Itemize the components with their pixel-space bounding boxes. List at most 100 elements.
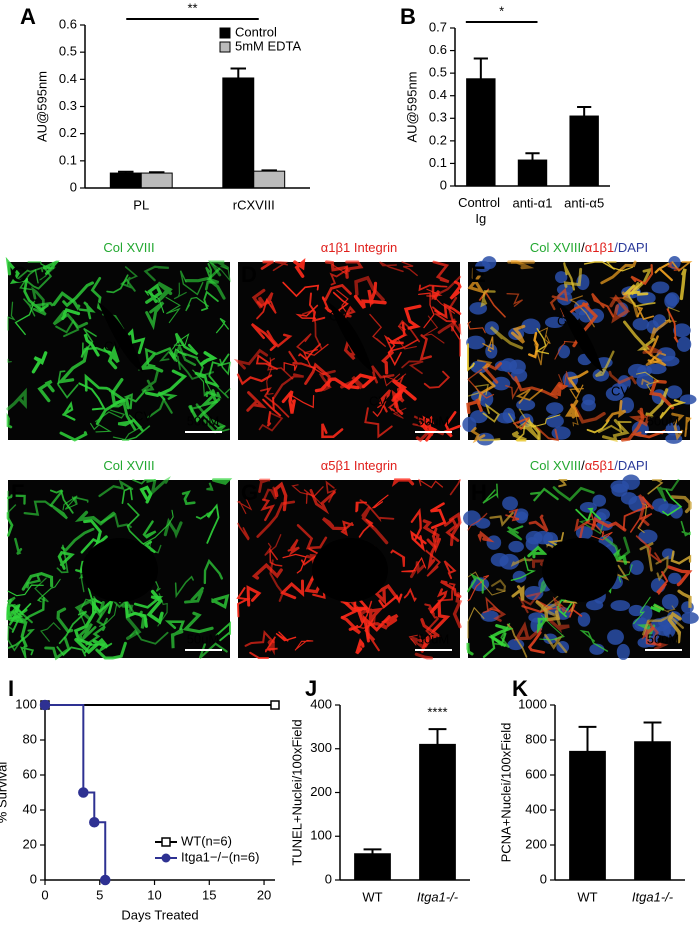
fiber [74, 637, 109, 655]
y-axis-label: TUNEL+Nuclei/100xField [289, 719, 304, 865]
fiber [37, 379, 55, 403]
fiber [449, 479, 461, 496]
fiber [303, 486, 324, 504]
fiber [425, 549, 441, 577]
fiber [381, 350, 395, 375]
fiber [537, 617, 549, 634]
fiber [549, 287, 569, 311]
fiber [85, 625, 106, 646]
nucleus [508, 540, 524, 553]
fiber [647, 479, 664, 495]
vein-label: CV [557, 313, 575, 328]
y-tick-label: 100 [15, 696, 37, 711]
x-tick-label: WT [362, 889, 382, 904]
fiber [272, 261, 289, 272]
fiber [344, 373, 377, 390]
y-tick-label: 0.3 [429, 110, 447, 125]
fiber [666, 308, 679, 343]
fiber [488, 624, 514, 647]
x-tick-label: Control Ig [458, 195, 504, 226]
fiber [646, 620, 669, 651]
fiber [170, 628, 184, 649]
fiber [437, 318, 457, 334]
fiber [467, 512, 488, 531]
fiber [78, 382, 106, 411]
fiber [621, 291, 639, 318]
fiber [401, 556, 427, 573]
fiber [506, 525, 524, 541]
fiber [505, 371, 521, 400]
legend-label: Itga1−/−(n=6) [181, 849, 259, 864]
nucleus [502, 496, 518, 511]
fiber [61, 527, 95, 553]
fiber [476, 359, 493, 369]
fiber [515, 388, 543, 404]
x-axis-label: Days Treated [121, 907, 198, 922]
fiber [591, 292, 615, 318]
central-vein [312, 538, 388, 602]
marker [270, 700, 280, 710]
fiber [174, 332, 199, 356]
fiber [139, 485, 153, 504]
fiber [359, 499, 395, 523]
y-tick-label: 0.3 [59, 98, 77, 113]
fiber [57, 550, 75, 570]
y-tick-label: 80 [23, 731, 37, 746]
fiber [609, 294, 631, 324]
scale-label: 50uM [647, 413, 680, 428]
fiber [467, 321, 486, 334]
fiber [123, 389, 147, 410]
fiber [246, 391, 267, 412]
fiber [381, 613, 399, 627]
fiber [595, 350, 615, 378]
x-tick-label: 5 [96, 887, 103, 902]
fiber [84, 373, 111, 392]
bar [140, 172, 173, 189]
fiber [269, 547, 283, 567]
legend-label: WT(n=6) [181, 833, 232, 848]
fiber [420, 618, 442, 653]
fiber [354, 275, 385, 302]
y-tick-label: 0 [30, 871, 37, 886]
fiber [670, 550, 692, 565]
central-vein [98, 302, 143, 372]
fiber [343, 305, 356, 319]
fiber [635, 371, 660, 392]
fiber [579, 629, 609, 652]
fiber [418, 478, 444, 489]
fiber [192, 369, 212, 397]
fiber [184, 586, 205, 604]
fiber [567, 370, 589, 393]
fiber [8, 608, 28, 648]
fiber [90, 422, 112, 433]
fiber [150, 476, 171, 497]
fiber [519, 424, 540, 440]
fiber [558, 478, 568, 488]
title-part: /DAPI [614, 240, 648, 255]
legend-label: 5mM EDTA [235, 38, 302, 53]
title-part: α5β1 Integrin [321, 458, 397, 473]
fiber [329, 270, 347, 286]
fiber [217, 358, 231, 376]
error-bar [643, 721, 662, 742]
fiber [443, 411, 461, 438]
fiber [423, 315, 445, 344]
fiber [83, 519, 108, 549]
x-tick-label: 0 [41, 887, 48, 902]
y-tick-label: 20 [23, 836, 37, 851]
fiber [601, 418, 630, 443]
fiber [201, 290, 219, 312]
fiber [143, 265, 169, 282]
fiber [314, 377, 351, 393]
fiber [549, 381, 563, 397]
fiber [671, 412, 685, 441]
fiber [236, 496, 253, 515]
fiber [583, 261, 615, 270]
central-vein [82, 538, 158, 602]
fiber [667, 261, 682, 271]
vein-label: CV [111, 561, 129, 576]
fiber [410, 530, 427, 552]
fiber [662, 489, 683, 517]
vein-label: CV [611, 383, 629, 398]
fiber [73, 610, 96, 646]
